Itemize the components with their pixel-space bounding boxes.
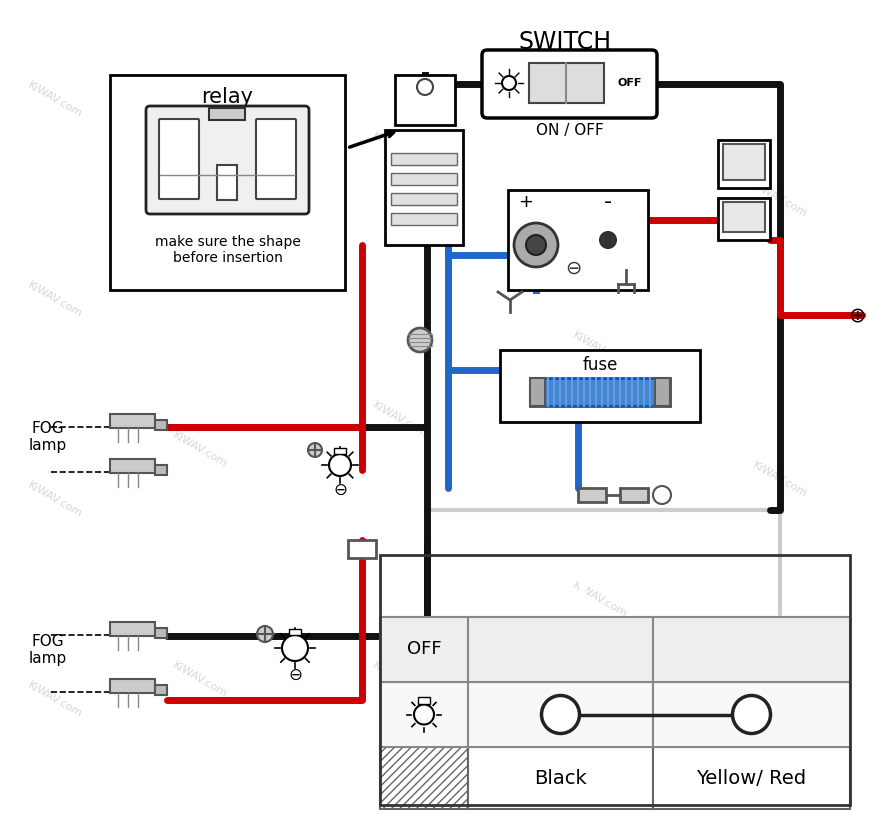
Bar [722, 144, 764, 180]
Text: ⊖: ⊖ [564, 258, 580, 277]
Text: KiWAV.com: KiWAV.com [26, 681, 84, 720]
Bar [577, 488, 606, 502]
Bar [653, 617, 849, 682]
Bar [334, 448, 346, 454]
Text: KiWAV.com: KiWAV.com [750, 460, 808, 500]
Circle shape [282, 635, 308, 661]
Text: KiWAV.com: KiWAV.com [570, 580, 628, 619]
Circle shape [514, 223, 557, 267]
Bar [109, 75, 345, 290]
Bar [289, 629, 301, 635]
Bar [717, 140, 769, 188]
Bar [155, 420, 167, 430]
Bar [109, 622, 155, 636]
Bar [468, 747, 653, 809]
Bar [109, 459, 155, 473]
Text: KiWAV.com: KiWAV.com [171, 180, 229, 220]
Text: relay: relay [202, 87, 253, 107]
FancyBboxPatch shape [255, 119, 295, 199]
Text: SWITCH: SWITCH [518, 30, 611, 54]
Text: Black: Black [534, 769, 587, 787]
Bar [528, 63, 603, 103]
Text: LIGHT: LIGHT [552, 566, 677, 602]
Text: KiWAV.com: KiWAV.com [26, 81, 84, 120]
Bar [390, 153, 456, 165]
Bar [217, 165, 237, 200]
Bar [500, 350, 700, 422]
Text: ⊕: ⊕ [847, 305, 865, 325]
Bar [395, 75, 454, 125]
Bar [380, 617, 468, 682]
Bar [390, 173, 456, 185]
Bar [109, 414, 155, 428]
Text: -: - [603, 192, 612, 212]
Bar [348, 540, 375, 558]
Text: KiWAV.com: KiWAV.com [370, 400, 428, 439]
Text: Yellow/ Red: Yellow/ Red [696, 769, 806, 787]
Circle shape [408, 328, 432, 352]
Text: KiWAV.com: KiWAV.com [750, 700, 808, 740]
Bar [380, 682, 468, 747]
Text: KiWAV.com: KiWAV.com [171, 430, 229, 469]
Bar [390, 213, 456, 225]
Text: KiWAV.com: KiWAV.com [570, 81, 628, 120]
Bar [109, 679, 155, 693]
Bar [654, 378, 669, 406]
Bar [653, 682, 849, 747]
Text: KiWAV.com: KiWAV.com [750, 180, 808, 220]
Bar [468, 682, 653, 747]
Bar [380, 747, 468, 809]
Circle shape [732, 695, 770, 734]
Text: KiWAV.com: KiWAV.com [570, 330, 628, 370]
Circle shape [328, 454, 350, 476]
Bar [529, 378, 669, 406]
FancyBboxPatch shape [159, 119, 199, 199]
Bar [209, 108, 245, 120]
Circle shape [526, 235, 546, 255]
Text: KiWAV.com: KiWAV.com [26, 280, 84, 319]
FancyBboxPatch shape [146, 106, 308, 214]
Circle shape [501, 76, 515, 90]
Bar [468, 617, 653, 682]
Text: KiWAV.com: KiWAV.com [26, 480, 84, 520]
FancyBboxPatch shape [481, 50, 656, 118]
Text: OFF: OFF [406, 641, 441, 659]
Text: KiWAV.com: KiWAV.com [370, 660, 428, 699]
Circle shape [600, 232, 615, 248]
Text: ⊖: ⊖ [288, 666, 302, 684]
Bar [717, 198, 769, 240]
Bar [529, 378, 544, 406]
Circle shape [414, 704, 434, 725]
Text: OFF: OFF [617, 78, 641, 88]
Circle shape [256, 626, 273, 642]
Text: FOG
lamp: FOG lamp [29, 634, 67, 666]
Circle shape [416, 79, 433, 95]
Bar [380, 555, 849, 805]
Bar [653, 747, 849, 809]
Bar [155, 465, 167, 475]
Bar [620, 488, 647, 502]
Text: +: + [518, 193, 533, 211]
Bar [155, 685, 167, 695]
Bar [417, 697, 429, 703]
Bar [507, 190, 647, 290]
Text: KiWAV.com: KiWAV.com [370, 130, 428, 170]
Text: FOG
lamp: FOG lamp [29, 421, 67, 453]
Text: fuse: fuse [581, 356, 617, 374]
Circle shape [541, 695, 579, 734]
Bar [385, 130, 462, 245]
Text: ⊖: ⊖ [333, 481, 347, 499]
Bar [380, 747, 849, 805]
Bar [155, 628, 167, 638]
Circle shape [308, 443, 322, 457]
Circle shape [653, 486, 670, 504]
Bar [722, 202, 764, 232]
Text: make sure the shape
before insertion: make sure the shape before insertion [155, 235, 300, 265]
Text: KiWAV.com: KiWAV.com [171, 660, 229, 699]
Bar [390, 193, 456, 205]
Text: ON / OFF: ON / OFF [535, 124, 603, 139]
